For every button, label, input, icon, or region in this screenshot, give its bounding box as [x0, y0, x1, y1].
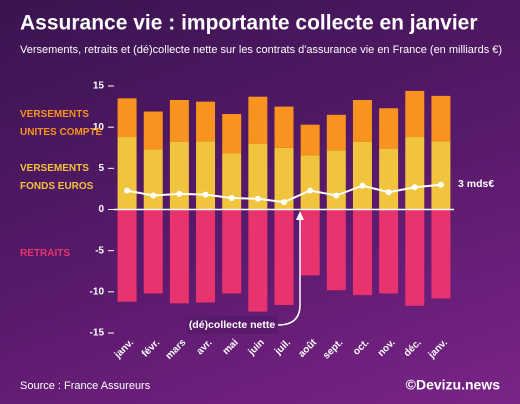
bar — [379, 209, 399, 294]
x-tick-label: déc. — [402, 337, 424, 359]
y-tick-label: 15 — [93, 81, 105, 92]
x-tick-label: oct. — [351, 337, 372, 358]
arrow-head — [296, 211, 304, 220]
line-point — [254, 195, 261, 202]
x-tick-label: avr. — [195, 337, 215, 357]
y-tick-label: -10 — [90, 286, 105, 297]
annotation-arrow — [277, 215, 301, 326]
line-point — [228, 194, 235, 201]
bar — [274, 209, 294, 306]
bar — [326, 209, 346, 291]
annotation: (dé)collecte nette — [189, 319, 276, 331]
x-tick-label: juil. — [272, 337, 293, 358]
bar — [222, 209, 242, 294]
bar — [143, 149, 163, 210]
bar — [431, 141, 451, 210]
x-tick-label: janv. — [112, 337, 136, 361]
line-point — [176, 190, 183, 197]
y-tick-label: -15 — [90, 328, 105, 339]
x-tick-label: mars — [164, 337, 189, 362]
annotation: 3 mds€ — [458, 178, 494, 190]
legend-label: RETRAITS — [20, 248, 70, 259]
bar — [300, 209, 320, 276]
bar — [274, 106, 294, 148]
bar — [326, 114, 346, 151]
bar — [143, 209, 163, 294]
bar — [405, 209, 425, 306]
bar — [196, 209, 216, 303]
line-point — [150, 192, 157, 199]
line-point — [359, 182, 366, 189]
line-point — [307, 187, 314, 194]
bar — [117, 137, 137, 210]
bar — [379, 148, 399, 210]
bar — [248, 209, 268, 312]
line-point — [385, 189, 392, 196]
bar — [300, 124, 320, 156]
bar — [248, 143, 268, 210]
bar — [405, 137, 425, 210]
bar — [169, 99, 189, 142]
source: Source : France Assureurs — [20, 380, 151, 392]
annotation-box — [186, 316, 278, 334]
bar — [222, 153, 242, 210]
bar — [352, 99, 372, 142]
x-tick-label: janv. — [426, 337, 450, 361]
y-tick-label: 5 — [98, 163, 104, 174]
bar — [405, 90, 425, 138]
chart-subtitle: Versements, retraits et (dé)collecte net… — [20, 44, 502, 56]
x-tick-label: juin — [246, 337, 267, 358]
bar — [196, 101, 216, 142]
y-tick-label: 0 — [98, 204, 104, 215]
line-point — [437, 181, 444, 188]
line-point — [411, 184, 418, 191]
x-tick-label: août — [296, 337, 319, 360]
bar — [431, 95, 451, 142]
bar — [326, 150, 346, 210]
bar — [248, 96, 268, 144]
y-tick-label: -5 — [95, 245, 104, 256]
bar — [352, 209, 372, 296]
bar — [300, 155, 320, 210]
bar — [169, 209, 189, 304]
bar — [274, 147, 294, 210]
chart-title: Assurance vie : importante collecte en j… — [20, 12, 478, 35]
legend-label: VERSEMENTS UNITES COMPTE — [20, 109, 103, 138]
x-tick-label: sept. — [321, 337, 345, 361]
x-tick-label: mai — [221, 337, 241, 357]
x-tick-label: févr. — [140, 337, 162, 359]
x-tick-label: nov. — [376, 337, 398, 359]
bar — [431, 209, 451, 299]
bar — [143, 111, 163, 150]
bar — [379, 108, 399, 149]
bar — [169, 141, 189, 210]
bar — [352, 141, 372, 210]
bar — [117, 209, 137, 302]
bar — [196, 141, 216, 210]
line-point — [124, 187, 131, 194]
line-point — [202, 191, 209, 198]
brand: ©Devizu.news — [406, 377, 501, 393]
legend-label: VERSEMENTS FONDS EUROS — [20, 163, 94, 192]
bar — [117, 98, 137, 138]
y-tick-label: 10 — [93, 122, 105, 133]
line-point — [281, 199, 287, 206]
bar — [222, 113, 242, 154]
line-point — [333, 192, 340, 199]
